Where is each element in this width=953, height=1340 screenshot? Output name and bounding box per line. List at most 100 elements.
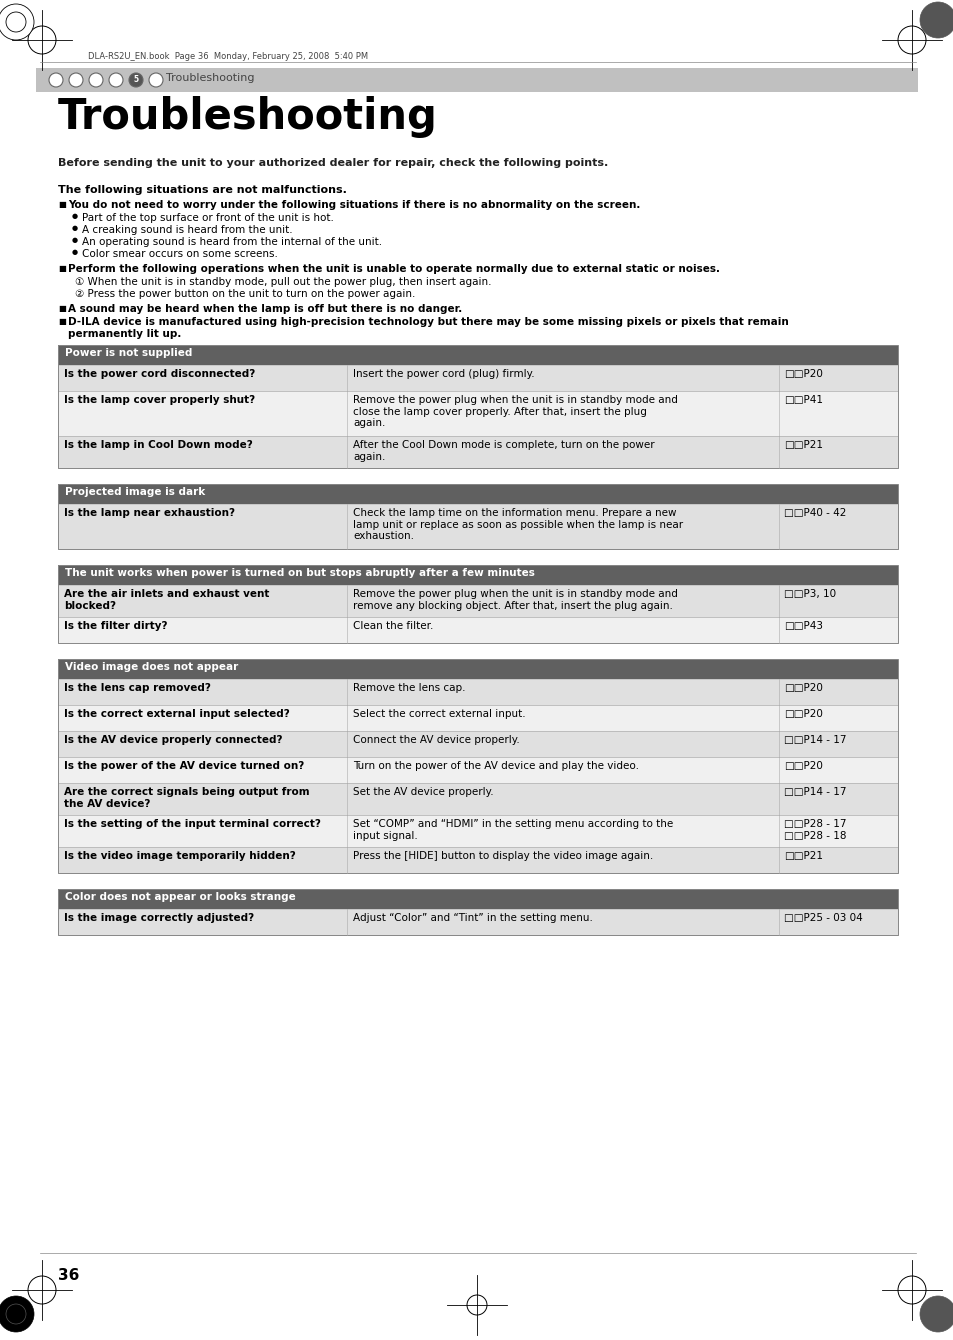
Bar	[58, 659, 897, 872]
Text: Is the correct external input selected?: Is the correct external input selected?	[64, 709, 290, 720]
Bar	[36, 68, 917, 92]
Text: Set “COMP” and “HDMI” in the setting menu according to the
input signal.: Set “COMP” and “HDMI” in the setting men…	[353, 819, 673, 840]
Circle shape	[129, 72, 143, 87]
Circle shape	[69, 72, 83, 87]
Circle shape	[149, 72, 163, 87]
Text: 5: 5	[133, 75, 138, 84]
Text: □□P20: □□P20	[783, 761, 822, 770]
Bar	[58, 888, 897, 935]
Text: □□P21: □□P21	[783, 851, 822, 862]
Text: Video image does not appear: Video image does not appear	[65, 662, 238, 671]
Circle shape	[109, 72, 123, 87]
Text: □□P20: □□P20	[783, 683, 822, 693]
Text: Is the image correctly adjusted?: Is the image correctly adjusted?	[64, 913, 253, 923]
Text: After the Cool Down mode is complete, turn on the power
again.: After the Cool Down mode is complete, tu…	[353, 440, 654, 461]
Bar	[58, 565, 897, 586]
Bar	[58, 391, 897, 436]
Text: □□P20: □□P20	[783, 369, 822, 379]
Text: The following situations are not malfunctions.: The following situations are not malfunc…	[58, 185, 347, 196]
Text: ●: ●	[71, 237, 78, 243]
Text: Before sending the unit to your authorized dealer for repair, check the followin: Before sending the unit to your authoriz…	[58, 158, 608, 168]
Text: ●: ●	[71, 225, 78, 230]
Bar	[58, 504, 897, 549]
Text: □□P40 - 42: □□P40 - 42	[783, 508, 845, 519]
Bar	[58, 783, 897, 815]
Text: Is the power cord disconnected?: Is the power cord disconnected?	[64, 369, 255, 379]
Text: A creaking sound is heard from the unit.: A creaking sound is heard from the unit.	[82, 225, 293, 234]
Circle shape	[0, 4, 34, 40]
Text: □□P41: □□P41	[783, 395, 822, 405]
Bar	[58, 484, 897, 549]
Text: A sound may be heard when the lamp is off but there is no danger.: A sound may be heard when the lamp is of…	[68, 304, 462, 314]
Text: Press the [HIDE] button to display the video image again.: Press the [HIDE] button to display the v…	[353, 851, 653, 862]
Bar	[58, 484, 897, 504]
Text: Part of the top surface or front of the unit is hot.: Part of the top surface or front of the …	[82, 213, 334, 222]
Circle shape	[919, 1, 953, 38]
Text: □□P20: □□P20	[783, 709, 822, 720]
Text: ■: ■	[58, 264, 66, 273]
Text: ●: ●	[71, 249, 78, 255]
Bar	[58, 344, 897, 468]
Bar	[58, 436, 897, 468]
Text: DLA-RS2U_EN.book  Page 36  Monday, February 25, 2008  5:40 PM: DLA-RS2U_EN.book Page 36 Monday, Februar…	[88, 52, 368, 62]
Text: Perform the following operations when the unit is unable to operate normally due: Perform the following operations when th…	[68, 264, 720, 273]
Bar	[58, 705, 897, 732]
Text: Is the lens cap removed?: Is the lens cap removed?	[64, 683, 211, 693]
Text: Remove the lens cap.: Remove the lens cap.	[353, 683, 465, 693]
Bar	[58, 757, 897, 783]
Bar	[58, 586, 897, 616]
Circle shape	[919, 1296, 953, 1332]
Circle shape	[6, 1304, 26, 1324]
Text: Troubleshooting: Troubleshooting	[58, 96, 437, 138]
Text: Set the AV device properly.: Set the AV device properly.	[353, 787, 493, 797]
Bar	[58, 847, 897, 872]
Text: ① When the unit is in standby mode, pull out the power plug, then insert again.: ① When the unit is in standby mode, pull…	[75, 277, 491, 287]
Bar	[58, 659, 897, 679]
Text: Select the correct external input.: Select the correct external input.	[353, 709, 525, 720]
Bar	[58, 616, 897, 643]
Bar	[58, 909, 897, 935]
Text: Is the power of the AV device turned on?: Is the power of the AV device turned on?	[64, 761, 304, 770]
Bar	[58, 732, 897, 757]
Text: Projected image is dark: Projected image is dark	[65, 486, 205, 497]
Text: ■: ■	[58, 318, 66, 326]
Text: Is the video image temporarily hidden?: Is the video image temporarily hidden?	[64, 851, 295, 862]
Text: Is the lamp in Cool Down mode?: Is the lamp in Cool Down mode?	[64, 440, 253, 450]
Text: The unit works when power is turned on but stops abruptly after a few minutes: The unit works when power is turned on b…	[65, 568, 535, 578]
Text: You do not need to worry under the following situations if there is no abnormali: You do not need to worry under the follo…	[68, 200, 639, 210]
Text: □□P14 - 17: □□P14 - 17	[783, 736, 845, 745]
Text: Remove the power plug when the unit is in standby mode and
close the lamp cover : Remove the power plug when the unit is i…	[353, 395, 678, 429]
Text: Is the AV device properly connected?: Is the AV device properly connected?	[64, 736, 282, 745]
Text: Troubleshooting: Troubleshooting	[166, 72, 254, 83]
Text: Connect the AV device properly.: Connect the AV device properly.	[353, 736, 519, 745]
Text: Turn on the power of the AV device and play the video.: Turn on the power of the AV device and p…	[353, 761, 639, 770]
Circle shape	[6, 12, 26, 32]
Text: permanently lit up.: permanently lit up.	[68, 330, 181, 339]
Text: Is the lamp cover properly shut?: Is the lamp cover properly shut?	[64, 395, 254, 405]
Text: □□P3, 10: □□P3, 10	[783, 590, 835, 599]
Text: D-ILA device is manufactured using high-precision technology but there may be so: D-ILA device is manufactured using high-…	[68, 318, 788, 327]
Text: ●: ●	[71, 213, 78, 218]
Bar	[58, 815, 897, 847]
Text: ■: ■	[58, 200, 66, 209]
Text: Is the lamp near exhaustion?: Is the lamp near exhaustion?	[64, 508, 234, 519]
Text: Are the air inlets and exhaust vent
blocked?: Are the air inlets and exhaust vent bloc…	[64, 590, 269, 611]
Text: □□P43: □□P43	[783, 620, 822, 631]
Text: □□P14 - 17: □□P14 - 17	[783, 787, 845, 797]
Text: Are the correct signals being output from
the AV device?: Are the correct signals being output fro…	[64, 787, 310, 808]
Text: □□P25 - 03 04: □□P25 - 03 04	[783, 913, 862, 923]
Text: Adjust “Color” and “Tint” in the setting menu.: Adjust “Color” and “Tint” in the setting…	[353, 913, 592, 923]
Circle shape	[89, 72, 103, 87]
Bar	[58, 344, 897, 364]
Text: Color smear occurs on some screens.: Color smear occurs on some screens.	[82, 249, 277, 259]
Text: □□P28 - 17
□□P28 - 18: □□P28 - 17 □□P28 - 18	[783, 819, 845, 840]
Text: Insert the power cord (plug) firmly.: Insert the power cord (plug) firmly.	[353, 369, 534, 379]
Circle shape	[0, 1296, 34, 1332]
Text: □□P21: □□P21	[783, 440, 822, 450]
Bar	[58, 888, 897, 909]
Text: 36: 36	[58, 1268, 79, 1282]
Text: Is the setting of the input terminal correct?: Is the setting of the input terminal cor…	[64, 819, 320, 829]
Text: Color does not appear or looks strange: Color does not appear or looks strange	[65, 892, 295, 902]
Text: ② Press the power button on the unit to turn on the power again.: ② Press the power button on the unit to …	[75, 289, 415, 299]
Text: Remove the power plug when the unit is in standby mode and
remove any blocking o: Remove the power plug when the unit is i…	[353, 590, 678, 611]
